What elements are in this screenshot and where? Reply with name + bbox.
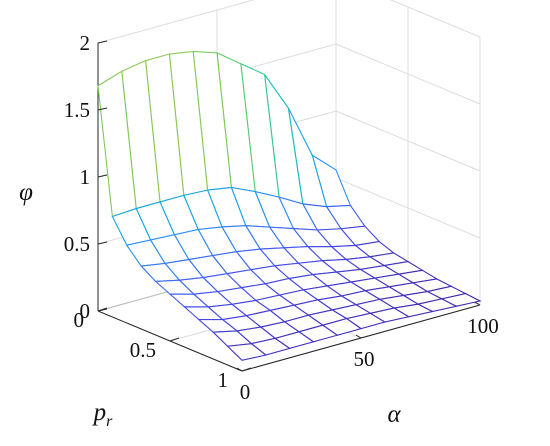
- pr-tick-label: 0: [74, 308, 85, 332]
- alpha-tick-mark: [236, 367, 243, 372]
- alpha-tick-label: 100: [467, 314, 499, 338]
- z-tick-label: 1: [80, 165, 91, 189]
- alpha-tick-label: 0: [240, 380, 251, 404]
- z-tick-mark: [97, 107, 108, 111]
- z-tick-label: 0.5: [64, 232, 90, 256]
- pr-tick-label: 0.5: [130, 338, 156, 362]
- alpha-tick-mark: [355, 334, 362, 339]
- z-tick-mark: [97, 241, 108, 245]
- pr-tick-mark: [241, 367, 252, 372]
- z-tick-label: 0: [80, 299, 91, 323]
- surface-cell: [226, 343, 268, 361]
- surface-mesh: [97, 50, 482, 361]
- pr-tick-mark: [169, 337, 180, 342]
- pr-tick-mark: [97, 307, 108, 312]
- z-tick-label: 1.5: [64, 98, 90, 122]
- y-axis-label-main: p: [92, 399, 107, 426]
- alpha-tick-label: 50: [354, 347, 375, 371]
- z-tick-label: 2: [80, 31, 91, 55]
- z-axis-label: φ: [19, 179, 33, 206]
- y-axis-label: pr: [92, 399, 114, 430]
- x-axis-label: α: [387, 401, 401, 428]
- pr-tick-label: 1: [218, 368, 229, 392]
- y-axis-label-subscript: r: [106, 413, 113, 430]
- alpha-tick-mark: [474, 301, 481, 306]
- z-tick-mark: [97, 174, 108, 178]
- z-tick-mark: [97, 40, 108, 44]
